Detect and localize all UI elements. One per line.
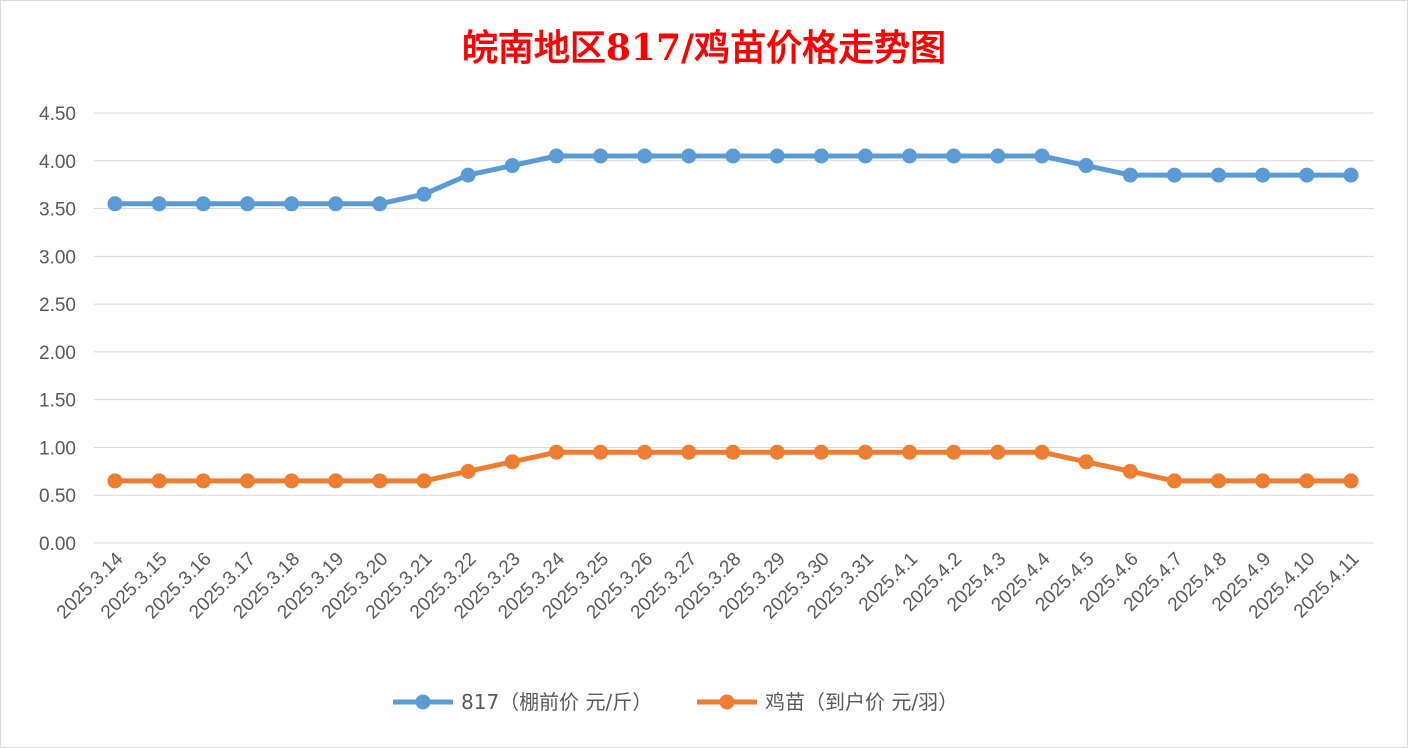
data-point: [1255, 167, 1271, 183]
data-point: [1166, 473, 1182, 489]
data-point: [813, 148, 829, 164]
series-layer: [107, 148, 1359, 489]
data-point: [1166, 167, 1182, 183]
data-point: [460, 167, 476, 183]
data-point: [946, 444, 962, 460]
data-point: [107, 473, 123, 489]
data-point: [593, 444, 609, 460]
y-tick-label: 0.50: [39, 486, 76, 507]
data-point: [1343, 167, 1359, 183]
data-point: [990, 444, 1006, 460]
y-tick-label: 3.50: [39, 200, 76, 221]
series-1: [107, 444, 1359, 489]
series-0: [107, 148, 1359, 212]
data-point: [1122, 167, 1138, 183]
y-tick-label: 3.00: [39, 247, 76, 268]
data-point: [681, 444, 697, 460]
data-point: [416, 473, 432, 489]
data-point: [284, 196, 300, 212]
data-point: [151, 473, 167, 489]
data-point: [1343, 473, 1359, 489]
data-point: [902, 444, 918, 460]
data-point: [1299, 167, 1315, 183]
data-point: [637, 148, 653, 164]
legend-marker-817: [415, 694, 431, 710]
data-point: [1299, 473, 1315, 489]
data-point: [990, 148, 1006, 164]
legend-marker-chick: [719, 694, 735, 710]
data-point: [328, 196, 344, 212]
data-point: [946, 148, 962, 164]
data-point: [1211, 473, 1227, 489]
data-point: [637, 444, 653, 460]
legend: 817（棚前价 元/斤） 鸡苗（到户价 元/羽）: [393, 690, 958, 714]
data-point: [548, 444, 564, 460]
data-point: [813, 444, 829, 460]
y-tick-label: 4.50: [39, 104, 76, 125]
y-axis-ticks: 0.00 0.50 1.00 1.50 2.00 2.50 3.00 3.50 4.00 4.50: [39, 104, 76, 555]
data-point: [107, 196, 123, 212]
data-point: [372, 196, 388, 212]
data-point: [681, 148, 697, 164]
data-point: [372, 473, 388, 489]
data-point: [416, 186, 432, 202]
y-tick-label: 1.00: [39, 438, 76, 459]
data-point: [239, 473, 255, 489]
x-axis-ticks: 2025.3.142025.3.152025.3.162025.3.172025…: [53, 548, 1364, 623]
y-tick-label: 2.00: [39, 343, 76, 364]
data-point: [504, 158, 520, 174]
data-point: [725, 444, 741, 460]
legend-label-chick: 鸡苗（到户价 元/羽）: [765, 690, 958, 714]
y-tick-label: 2.50: [39, 295, 76, 316]
data-point: [504, 454, 520, 470]
data-point: [1034, 444, 1050, 460]
data-point: [460, 463, 476, 479]
data-point: [195, 196, 211, 212]
data-point: [328, 473, 344, 489]
data-point: [902, 148, 918, 164]
data-point: [769, 444, 785, 460]
legend-label-817: 817（棚前价 元/斤）: [461, 690, 652, 714]
data-point: [239, 196, 255, 212]
data-point: [769, 148, 785, 164]
legend-item-chick: 鸡苗（到户价 元/羽）: [697, 690, 958, 714]
data-point: [725, 148, 741, 164]
chart-title: 皖南地区817/鸡苗价格走势图: [462, 27, 946, 69]
y-tick-label: 0.00: [39, 534, 76, 555]
data-point: [1255, 473, 1271, 489]
data-point: [857, 444, 873, 460]
data-point: [284, 473, 300, 489]
data-point: [151, 196, 167, 212]
legend-item-817: 817（棚前价 元/斤）: [393, 690, 652, 714]
data-point: [1078, 158, 1094, 174]
data-point: [593, 148, 609, 164]
data-point: [548, 148, 564, 164]
data-point: [1034, 148, 1050, 164]
data-point: [1122, 463, 1138, 479]
data-point: [195, 473, 211, 489]
data-point: [857, 148, 873, 164]
y-tick-label: 4.00: [39, 152, 76, 173]
y-tick-label: 1.50: [39, 391, 76, 412]
data-point: [1078, 454, 1094, 470]
data-point: [1211, 167, 1227, 183]
